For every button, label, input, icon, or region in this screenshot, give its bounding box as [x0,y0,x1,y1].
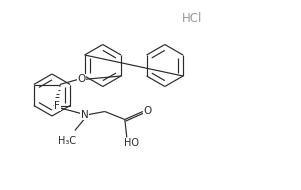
Text: HCl: HCl [182,12,202,25]
Text: H₃C: H₃C [58,135,76,146]
Text: O: O [144,107,152,116]
Text: HO: HO [124,139,139,149]
Text: O: O [78,74,86,85]
Text: F: F [54,101,60,111]
Text: N: N [81,109,89,120]
